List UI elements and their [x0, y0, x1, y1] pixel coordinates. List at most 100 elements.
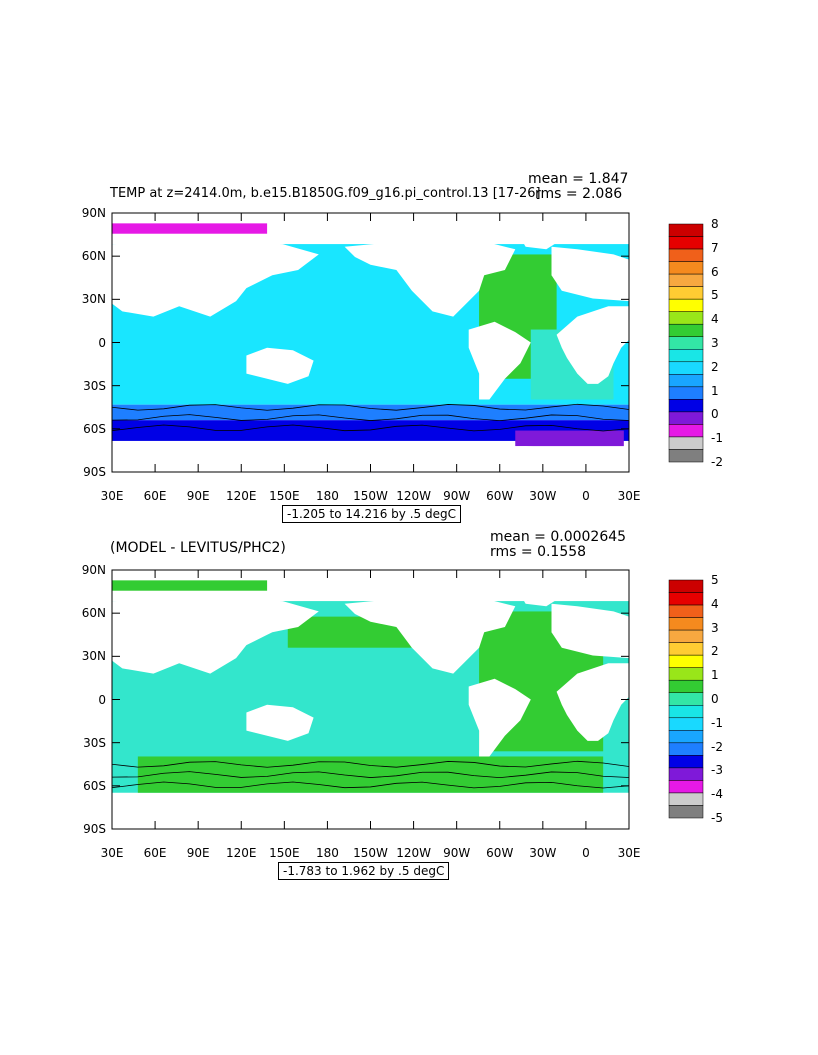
- y-tick-label: 60S: [83, 421, 106, 436]
- x-tick-label: 30E: [617, 846, 641, 860]
- colorbar-tick-label: 0: [711, 692, 719, 706]
- y-tick-label: 90S: [83, 822, 106, 836]
- land-mask: [551, 246, 629, 302]
- colorbar-tick-label: 0: [711, 407, 719, 422]
- colorbar-tick-label: -5: [711, 811, 723, 825]
- x-tick-label: 0: [582, 846, 590, 860]
- colorbar-swatch: [668, 755, 704, 769]
- y-tick-label: 90N: [81, 206, 106, 220]
- x-tick-label: 60W: [486, 846, 514, 860]
- difference-map: [111, 569, 704, 830]
- colorbar-tick-label: -4: [711, 787, 723, 802]
- land-mask: [246, 704, 314, 741]
- x-tick-label: 90W: [443, 489, 471, 503]
- colorbar-swatch: [668, 730, 704, 744]
- colorbar-tick-label: 4: [711, 312, 719, 327]
- colorbar-tick-label: 3: [711, 336, 719, 350]
- y-tick-label: 30N: [81, 292, 106, 307]
- x-tick-label: 90E: [186, 489, 210, 503]
- x-tick-label: 120E: [226, 846, 257, 860]
- y-tick-label: 0: [98, 692, 106, 707]
- rms-value: rms = 0.1558: [490, 544, 587, 560]
- colorbar-swatch: [668, 780, 704, 794]
- map-layer: [111, 570, 630, 829]
- ocean-region: [515, 430, 624, 447]
- ocean-region: [112, 420, 629, 441]
- contour-line: [111, 403, 630, 411]
- colorbar-tick-label: -2: [711, 739, 723, 754]
- y-tick-label: 0: [98, 335, 106, 350]
- temperature-map: [111, 212, 704, 473]
- x-tick-label: 90E: [186, 846, 210, 860]
- colorbar-tick-label: 1: [711, 668, 719, 683]
- colorbar-tick-label: -3: [711, 763, 723, 778]
- land-mask: [468, 321, 531, 400]
- colorbar-tick-label: -1: [711, 431, 723, 446]
- colorbar-swatch: [668, 617, 704, 631]
- x-tick-label: 0: [582, 489, 590, 503]
- x-tick-label: 150E: [269, 489, 300, 503]
- land-mask: [551, 603, 629, 659]
- x-tick-label: 90W: [443, 846, 471, 860]
- x-tick-label: 150W: [353, 489, 388, 503]
- colorbar-swatch: [668, 679, 704, 693]
- contour-line: [111, 414, 630, 422]
- colorbar-tick-label: 2: [711, 644, 719, 659]
- y-tick-label: 60S: [83, 778, 106, 793]
- x-tick-label: 150W: [353, 846, 388, 860]
- contour-line: [111, 424, 630, 432]
- y-tick-label: 30S: [83, 378, 106, 393]
- ocean-region: [112, 223, 268, 234]
- x-tick-label: 60E: [143, 489, 167, 503]
- colorbar-swatch: [668, 805, 704, 819]
- mean-value: mean = 1.847: [528, 171, 629, 187]
- colorbar-swatch: [668, 767, 704, 781]
- y-tick-label: 60N: [81, 606, 106, 621]
- y-tick-label: 90N: [81, 563, 106, 577]
- colorbar-swatch: [668, 449, 704, 463]
- land-mask: [112, 598, 319, 674]
- x-tick-label: 60E: [143, 846, 167, 860]
- contour-line: [111, 760, 630, 768]
- y-tick-label: 30N: [81, 649, 106, 664]
- land-mask: [515, 583, 567, 607]
- y-tick-label: 30S: [83, 735, 106, 750]
- colorbar-swatch: [668, 592, 704, 606]
- x-tick-label: 120E: [226, 489, 257, 503]
- colorbar-swatch: [668, 705, 704, 719]
- land-mask: [556, 306, 629, 384]
- colorbar-swatch: [668, 742, 704, 756]
- x-tick-label: 150E: [269, 846, 300, 860]
- x-tick-label: 30W: [529, 489, 557, 503]
- colorbar-swatch: [668, 629, 704, 643]
- colorbar-tick-label: -2: [711, 455, 723, 469]
- panel-title: TEMP at z=2414.0m, b.e15.B1850G.f09_g16.…: [110, 186, 541, 201]
- x-tick-label: 30E: [100, 846, 124, 860]
- colorbar-tick-label: 7: [711, 240, 719, 255]
- colorbar-swatch: [668, 792, 704, 806]
- colorbar-swatch: [668, 717, 704, 731]
- contour-line: [111, 771, 630, 779]
- colorbar-tick-label: 2: [711, 359, 719, 374]
- colorbar-tick-label: 8: [711, 217, 719, 231]
- rms-value: rms = 2.086: [535, 186, 623, 202]
- colorbar-swatch: [668, 604, 704, 618]
- colorbar-tick-label: -1: [711, 715, 723, 730]
- land-mask: [344, 595, 516, 674]
- temperature-map-panel: TEMP at z=2414.0m, b.e15.B1850G.f09_g16.…: [81, 171, 723, 523]
- contour-range-label: -1.205 to 14.216 by .5 degC: [282, 505, 461, 523]
- colorbar-tick-label: 4: [711, 596, 719, 611]
- ocean-region: [112, 404, 629, 421]
- x-tick-label: 30E: [617, 489, 641, 503]
- colorbar-swatch: [668, 642, 704, 656]
- x-tick-label: 60W: [486, 489, 514, 503]
- colorbar-swatch: [668, 692, 704, 706]
- colorbar-tick-label: 5: [711, 288, 719, 303]
- colorbar-tick-label: 5: [711, 573, 719, 587]
- difference-map-panel: (MODEL - LEVITUS/PHC2) mean = 0.0002645 …: [81, 530, 723, 880]
- colorbar-tick-label: 1: [711, 383, 719, 398]
- land-mask: [468, 678, 531, 757]
- x-tick-label: 120W: [396, 846, 431, 860]
- land-mask: [344, 238, 516, 317]
- contour-range-label: -1.783 to 1.962 by .5 degC: [278, 862, 450, 880]
